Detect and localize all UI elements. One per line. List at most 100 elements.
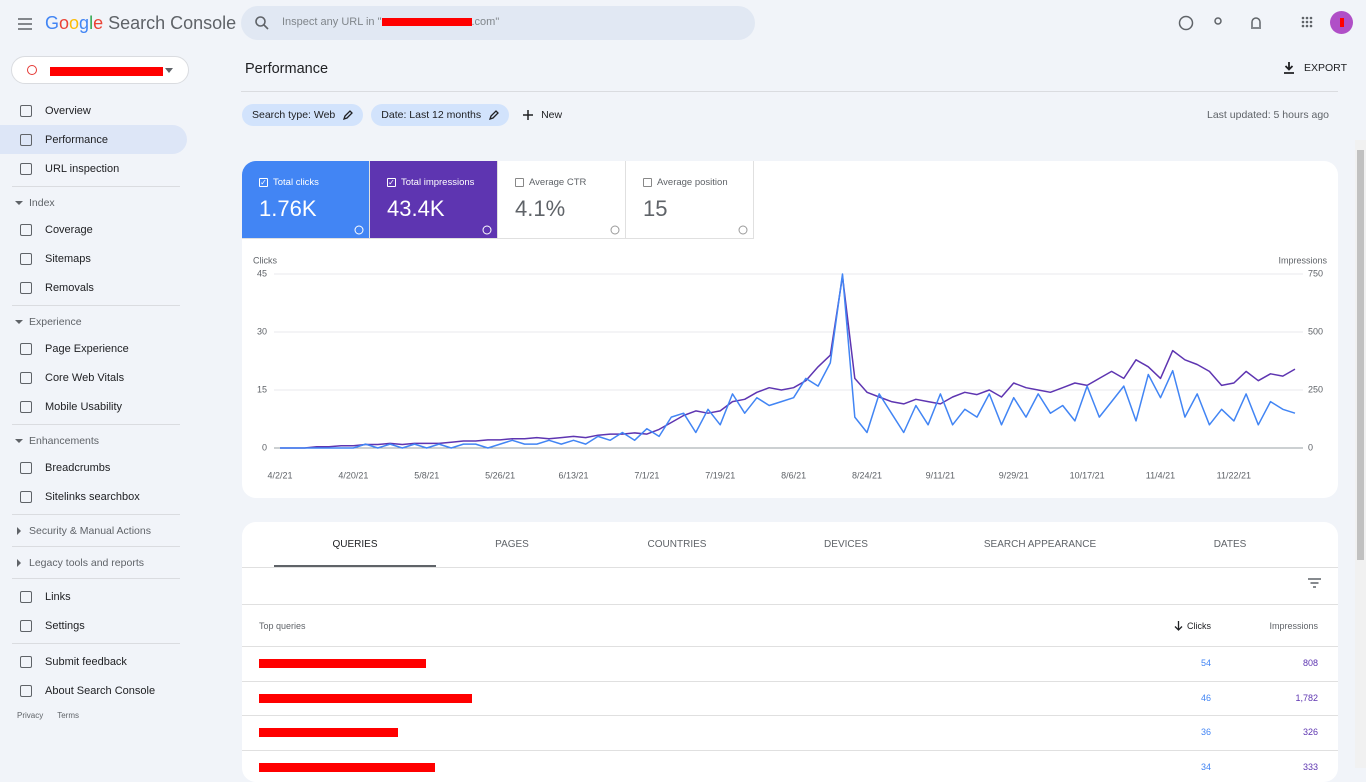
nav-divider [12,305,180,306]
metric-card[interactable]: Average position 15 [626,161,754,239]
footer-link[interactable]: Terms [57,711,80,720]
tab[interactable]: COUNTRIES [647,539,707,550]
nav-divider [12,643,180,644]
tab[interactable]: QUERIES [332,539,378,550]
nav-label: Removals [45,281,94,294]
metric-value: 43.4K [387,196,445,221]
tab[interactable]: PAGES [495,539,529,550]
property-selector[interactable] [11,56,189,84]
avatar[interactable] [1330,11,1353,34]
series-line [280,275,1296,449]
nav-label: Submit feedback [45,655,127,668]
nav-icon [20,684,32,697]
nav-icon [20,371,32,384]
nav-icon [20,133,32,146]
x-tick-label: 8/24/21 [852,470,882,480]
filter-label: Date: Last 12 months [381,109,482,121]
nav-item[interactable]: URL inspection [0,154,200,183]
impressions-cell: 333 [1302,762,1318,773]
clicks-cell: 46 [1200,692,1211,703]
y-tick-label: 30 [257,326,267,336]
nav-divider [12,546,180,547]
scrollbar [1355,140,1366,768]
y2-tick-label: 0 [1308,442,1313,452]
nav-item[interactable]: Breadcrumbs [0,453,200,482]
nav-label: Settings [45,619,85,632]
nav-section-title: Enhancements [29,434,100,447]
y2-tick-label: 250 [1308,384,1323,394]
export-button[interactable]: EXPORT [1283,62,1347,74]
series-line [280,273,1296,449]
tab[interactable]: SEARCH APPEARANCE [983,539,1097,550]
nav-item[interactable]: Page Experience [0,334,200,363]
performance-card: ✓ Total clicks 1.76K ✓ Total impressions 43.4… [242,161,1338,498]
nav-label: Performance [45,133,108,146]
x-tick-label: 11/4/21 [1146,470,1175,480]
y2-tick-label: 500 [1308,326,1323,336]
nav-item[interactable]: Links [0,582,200,611]
nav-icon [20,490,32,503]
footer-link[interactable]: Privacy [17,711,44,720]
filter-chip[interactable]: Date: Last 12 months [371,104,510,126]
nav-item[interactable]: Core Web Vitals [0,363,200,392]
nav-section-title: Index [29,196,55,209]
nav-divider [12,186,180,187]
redacted-query [259,659,426,668]
metric-value: 15 [643,196,668,221]
users-icon[interactable] [1214,17,1222,25]
metric-label: Total impressions [401,177,475,188]
metric-card[interactable]: Average CTR 4.1% [498,161,626,239]
metric-label: Average CTR [529,177,587,188]
row-divider [242,750,1338,752]
table-header: Impressions [1269,621,1318,631]
help-icon[interactable] [1178,15,1194,31]
page-title: Performance [245,61,329,77]
search-placeholder: Inspect any URL in " .com" [282,16,499,28]
nav-section[interactable]: Legacy tools and reports [0,550,200,575]
bell-icon[interactable] [1251,17,1261,29]
filter-chip[interactable]: Search type: Web [242,104,364,126]
y-tick-label: 15 [257,384,267,394]
nav-label: About Search Console [45,684,156,697]
metric-checkbox: ✓ [387,178,396,187]
tab[interactable]: DEVICES [824,539,868,550]
nav-section[interactable]: Experience [0,309,200,334]
nav-item[interactable]: Sitelinks searchbox [0,482,200,511]
nav-section[interactable]: Index [0,190,200,215]
row-divider [242,715,1338,717]
filter-label: Search type: Web [252,109,336,121]
nav-section[interactable]: Security & Manual Actions [0,518,200,543]
metric-card[interactable]: ✓ Total impressions 43.4K [370,161,498,239]
nav-section-title: Legacy tools and reports [29,556,144,569]
new-filter[interactable]: New [523,109,562,121]
nav-label: Overview [45,104,91,117]
metric-label-row: ✓ Total impressions [387,177,497,188]
apps-icon[interactable] [1301,16,1313,28]
nav-item[interactable]: Submit feedback [0,647,200,676]
nav-item[interactable]: Overview [0,96,200,125]
menu[interactable] [18,17,32,35]
nav-icon [20,342,32,355]
clicks-cell: 54 [1200,658,1211,668]
search-box[interactable]: Inspect any URL in " .com" [241,6,755,40]
nav-icon [20,104,32,117]
metric-checkbox: ✓ [259,178,268,187]
nav-icon [20,281,32,294]
chart: Clicks Impressions 0 15 30 45 0 250 500 750 4/2/21… [253,255,1328,480]
nav-item[interactable]: Removals [0,273,200,302]
nav-label: Links [45,590,71,603]
nav-item[interactable]: Performance [0,125,187,154]
logo[interactable]: Google Search Console [45,13,236,34]
filter-icon[interactable] [1308,578,1321,588]
nav-section[interactable]: Enhancements [0,428,200,453]
nav-item[interactable]: Sitemaps [0,244,200,273]
nav-item[interactable]: About Search Console [0,676,200,705]
impressions-cell: 808 [1302,658,1318,668]
nav-item[interactable]: Coverage [0,215,200,244]
nav-divider [12,578,180,579]
nav-item[interactable]: Settings [0,611,200,640]
tab[interactable]: DATES [1213,539,1247,550]
logo-google: Google [45,13,104,33]
nav-item[interactable]: Mobile Usability [0,392,200,421]
metric-card[interactable]: ✓ Total clicks 1.76K [242,161,370,239]
